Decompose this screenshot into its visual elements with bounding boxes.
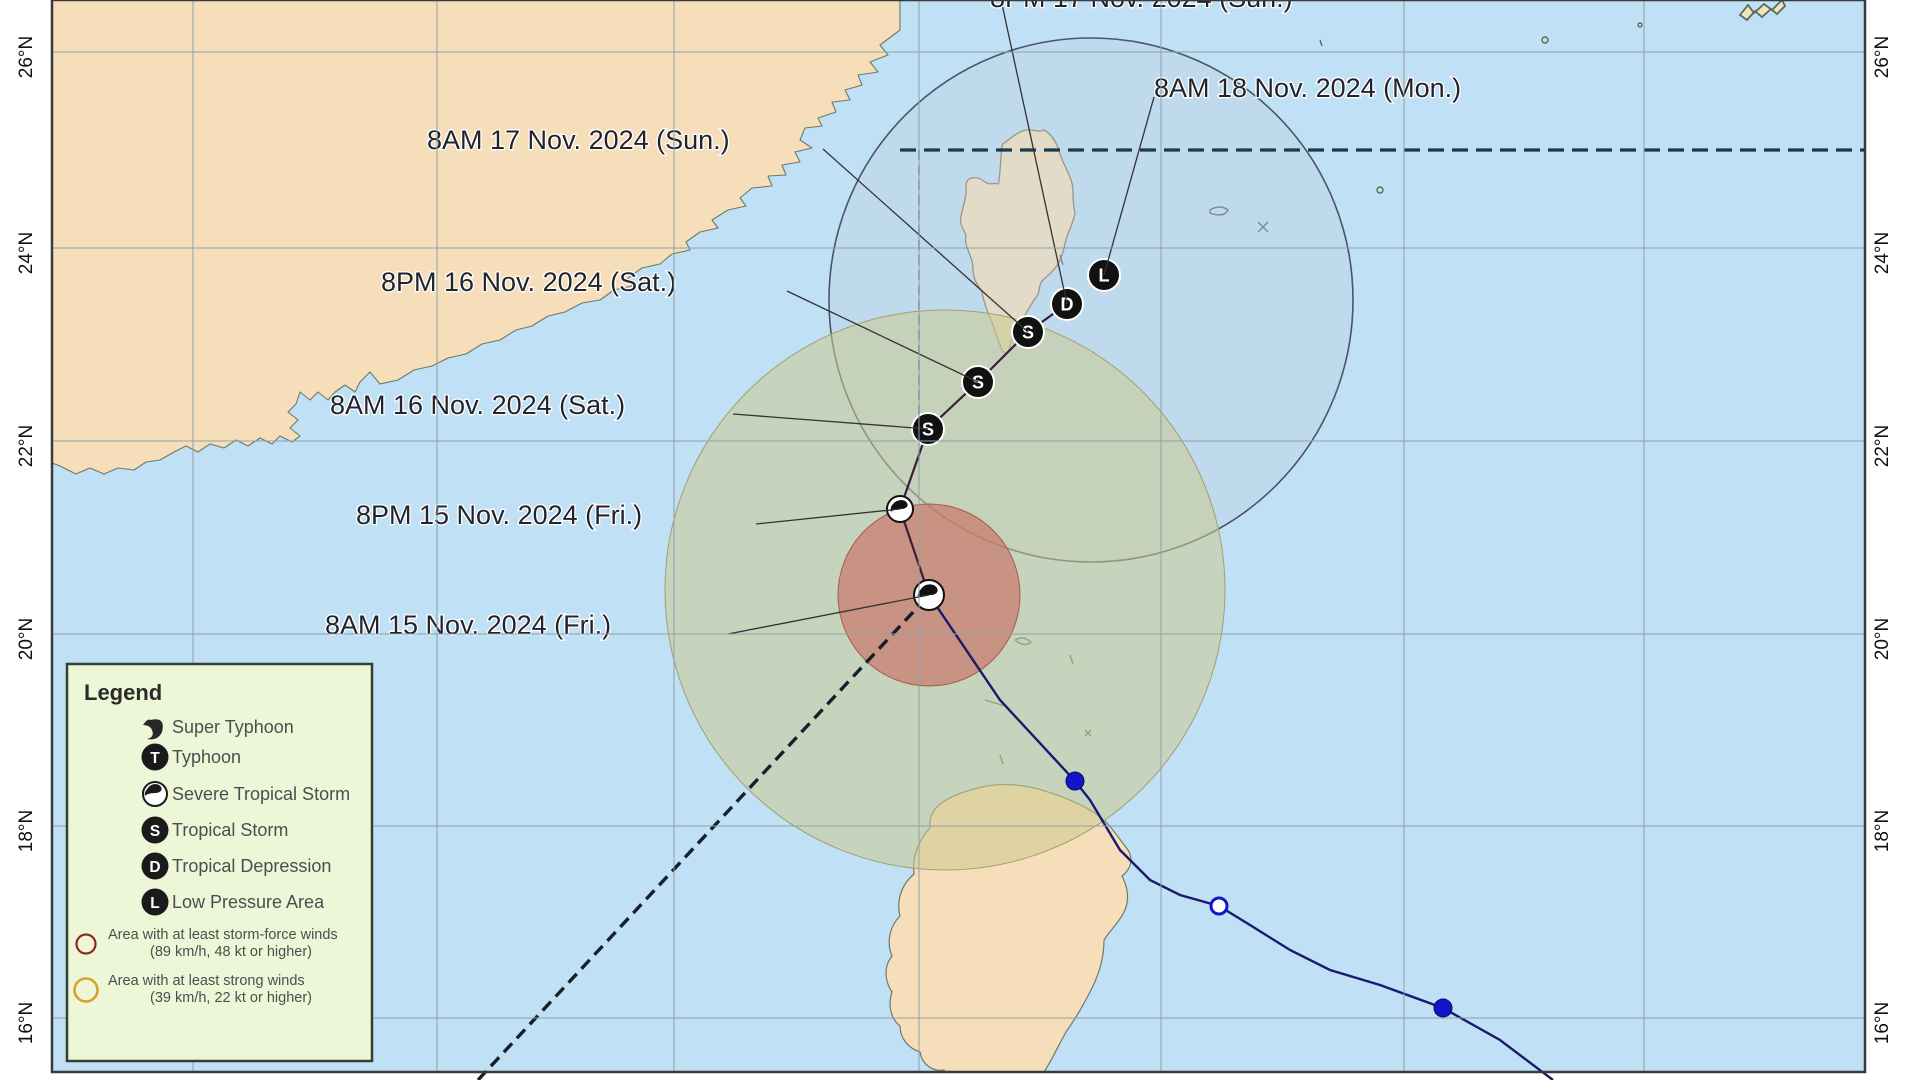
svg-text:22°N: 22°N [1872, 425, 1893, 467]
svg-text:8AM 15 Nov. 2024 (Fri.): 8AM 15 Nov. 2024 (Fri.) [325, 610, 611, 640]
svg-text:S: S [150, 823, 160, 840]
svg-text:8AM 16 Nov. 2024 (Sat.): 8AM 16 Nov. 2024 (Sat.) [330, 390, 625, 420]
svg-text:D: D [1061, 295, 1074, 315]
svg-text:Super Typhoon: Super Typhoon [172, 717, 294, 737]
svg-text:Area with at least storm-force: Area with at least storm-force winds [108, 927, 338, 943]
svg-text:Legend: Legend [84, 680, 162, 705]
svg-text:(39 km/h, 22 kt or higher): (39 km/h, 22 kt or higher) [150, 990, 312, 1006]
svg-text:Area with at least strong wind: Area with at least strong winds [108, 973, 305, 989]
svg-text:S: S [922, 420, 934, 440]
svg-text:(89 km/h, 48 kt or higher): (89 km/h, 48 kt or higher) [150, 944, 312, 960]
svg-text:26°N: 26°N [16, 36, 37, 78]
svg-text:S: S [1022, 323, 1034, 343]
svg-text:Typhoon: Typhoon [172, 747, 241, 767]
svg-text:8AM 18 Nov. 2024 (Mon.): 8AM 18 Nov. 2024 (Mon.) [1154, 73, 1461, 103]
svg-text:16°N: 16°N [16, 1002, 37, 1044]
svg-text:Severe Tropical Storm: Severe Tropical Storm [172, 784, 350, 804]
svg-text:D: D [149, 859, 160, 876]
svg-text:16°N: 16°N [1872, 1002, 1893, 1044]
svg-text:Low Pressure Area: Low Pressure Area [172, 892, 325, 912]
svg-text:8PM 17 Nov. 2024 (Sun.): 8PM 17 Nov. 2024 (Sun.) [990, 0, 1293, 13]
svg-text:L: L [150, 895, 159, 912]
svg-text:20°N: 20°N [1872, 618, 1893, 660]
svg-text:T: T [150, 750, 160, 767]
svg-text:18°N: 18°N [1872, 810, 1893, 852]
svg-text:8PM 16 Nov. 2024 (Sat.): 8PM 16 Nov. 2024 (Sat.) [381, 267, 676, 297]
svg-text:Tropical Storm: Tropical Storm [172, 820, 288, 840]
svg-text:8PM 15 Nov. 2024 (Fri.): 8PM 15 Nov. 2024 (Fri.) [356, 500, 642, 530]
svg-text:22°N: 22°N [16, 425, 37, 467]
svg-text:18°N: 18°N [16, 810, 37, 852]
svg-text:L: L [1099, 266, 1110, 286]
svg-text:26°N: 26°N [1872, 36, 1893, 78]
svg-text:20°N: 20°N [16, 618, 37, 660]
svg-text:Tropical Depression: Tropical Depression [172, 856, 331, 876]
svg-text:S: S [972, 373, 984, 393]
svg-text:24°N: 24°N [16, 232, 37, 274]
svg-text:24°N: 24°N [1872, 232, 1893, 274]
svg-text:8AM 17 Nov. 2024 (Sun.): 8AM 17 Nov. 2024 (Sun.) [427, 125, 730, 155]
